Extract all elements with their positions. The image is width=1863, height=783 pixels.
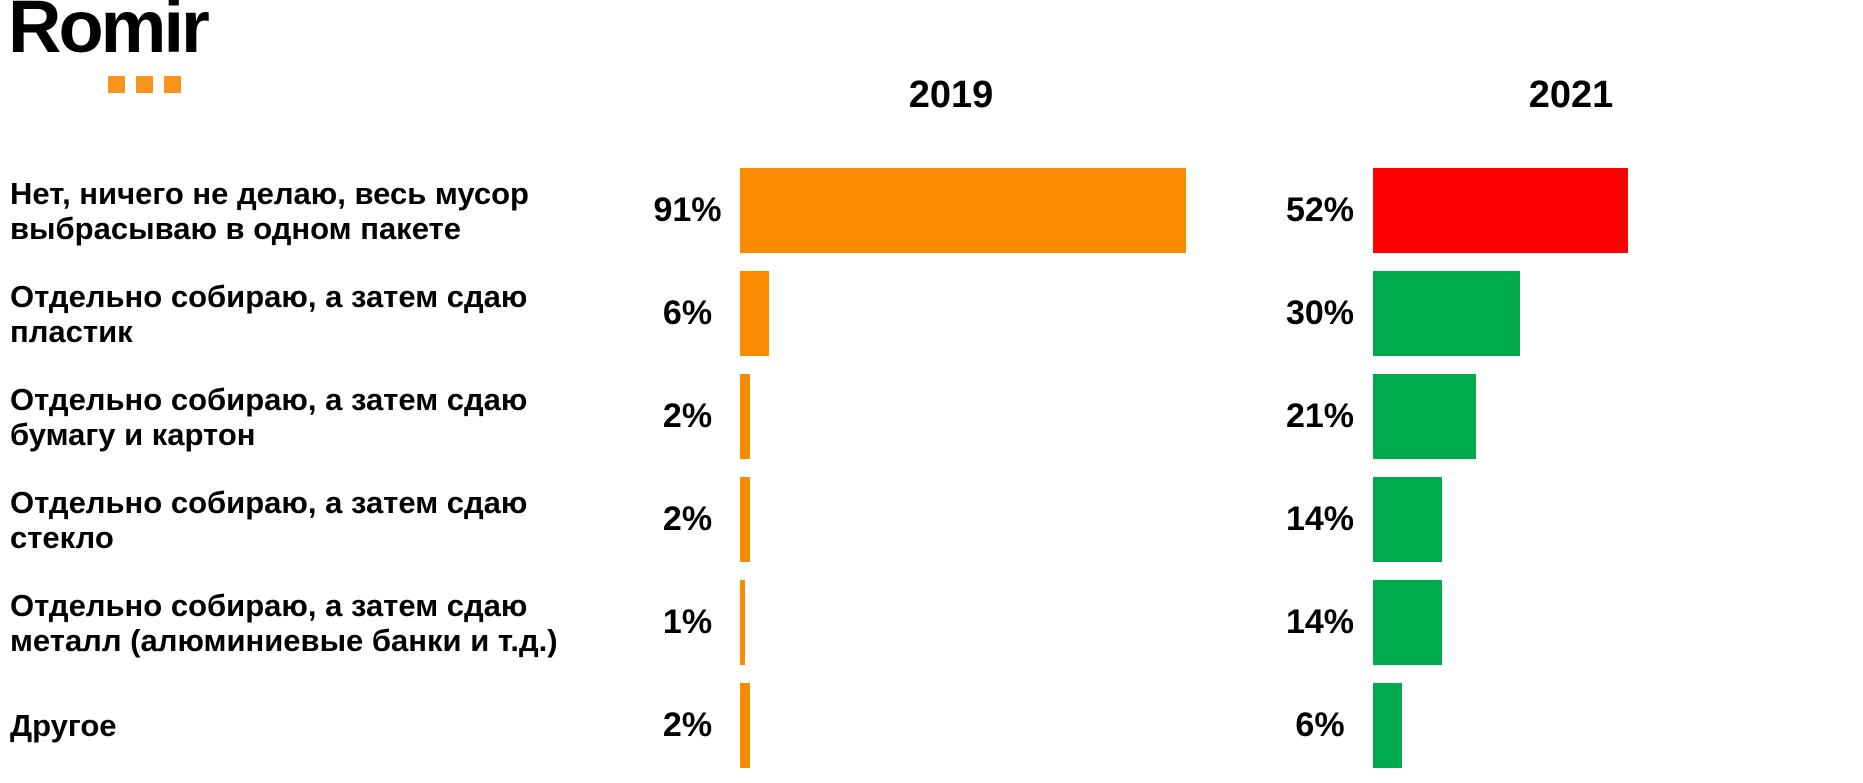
bar-track-2021 [1373,580,1863,665]
value-label-2021: 30% [1285,294,1355,332]
bar-2019 [740,271,769,356]
value-label-2019: 1% [662,603,713,641]
bar-2021 [1373,477,1442,562]
category-label: Другое [10,708,117,743]
romir-logo-text: Romir [8,0,210,68]
value-label-2021: 14% [1285,603,1355,641]
bar-2021 [1373,271,1520,356]
chart-row: Другое 2% 6% [0,683,1863,768]
logo-dot-icon [164,76,181,93]
column-header-2021: 2021 [1528,74,1614,116]
bar-2019 [740,477,750,562]
bar-track-2021 [1373,374,1863,459]
chart-row: Нет, ничего не делаю, весь мусор выбрасы… [0,168,1863,253]
bar-2021 [1373,374,1476,459]
chart-row: Отдельно собираю, а затем сдаю бумагу и … [0,374,1863,459]
bar-track-2019 [740,683,1270,768]
bar-2021 [1373,683,1402,768]
category-label: Отдельно собираю, а затем сдаю металл (а… [10,587,558,658]
bar-track-2019 [740,477,1270,562]
value-label-2019: 2% [662,500,713,538]
logo-dot-icon [108,76,125,93]
bar-track-2021 [1373,477,1863,562]
romir-logo-dots [108,76,181,93]
value-label-2019: 2% [662,397,713,435]
bar-track-2019 [740,374,1270,459]
bar-2019 [740,168,1186,253]
romir-logo: Romir [8,0,210,93]
chart-rows: Нет, ничего не делаю, весь мусор выбрасы… [0,168,1863,783]
bar-track-2021 [1373,271,1863,356]
value-label-2021: 21% [1285,397,1355,435]
bar-track-2019 [740,580,1270,665]
value-label-2019: 91% [653,191,722,229]
bar-2019 [740,580,745,665]
bar-2019 [740,374,750,459]
value-label-2021: 6% [1295,706,1345,744]
bar-2019 [740,683,750,768]
value-label-2019: 6% [662,294,713,332]
logo-dot-icon [136,76,153,93]
value-label-2021: 52% [1285,191,1355,229]
bar-2021 [1373,168,1628,253]
bar-track-2021 [1373,168,1863,253]
bar-2021 [1373,580,1442,665]
category-label: Нет, ничего не делаю, весь мусор выбрасы… [10,175,529,246]
category-label: Отдельно собираю, а затем сдаю стекло [10,484,528,555]
bar-track-2021 [1373,683,1863,768]
column-header-2019: 2019 [908,74,994,116]
bar-track-2019 [740,168,1270,253]
category-label: Отдельно собираю, а затем сдаю пластик [10,278,528,349]
value-label-2019: 2% [662,706,713,744]
category-label: Отдельно собираю, а затем сдаю бумагу и … [10,381,528,452]
chart-row: Отдельно собираю, а затем сдаю стекло 2% 1… [0,477,1863,562]
chart-row: Отдельно собираю, а затем сдаю металл (а… [0,580,1863,665]
value-label-2021: 14% [1285,500,1355,538]
bar-track-2019 [740,271,1270,356]
chart-row: Отдельно собираю, а затем сдаю пластик 6%… [0,271,1863,356]
